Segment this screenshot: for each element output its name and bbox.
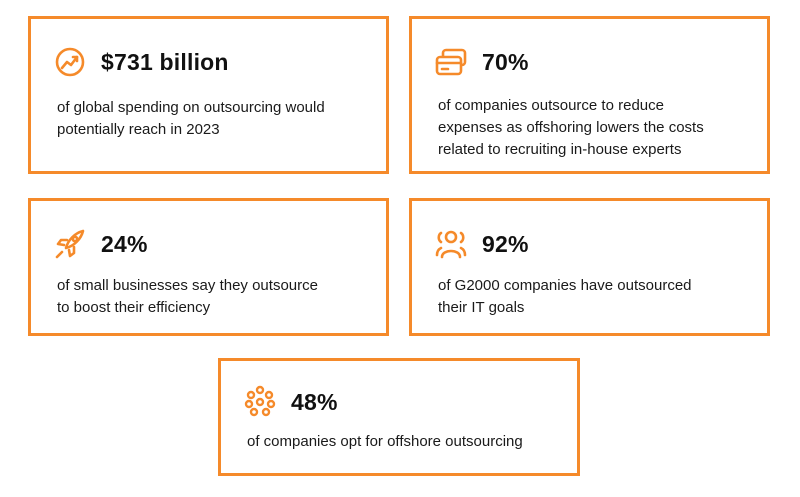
- stat-description: of global spending on outsourcing would …: [57, 97, 325, 141]
- description-line: of small businesses say they outsource: [57, 277, 318, 294]
- stat-description: of small businesses say they outsource t…: [57, 275, 318, 319]
- stat-value: 70%: [482, 48, 529, 75]
- globe-growth-icon: [53, 45, 87, 79]
- dots-cluster-icon: [243, 385, 277, 419]
- description-line: of companies outsource to reduce: [438, 97, 664, 114]
- team-users-icon: [434, 227, 468, 261]
- description-line: to boost their efficiency: [57, 299, 211, 316]
- stat-card-g2000: 92% of G2000 companies have outsourced t…: [409, 198, 770, 336]
- stat-description: of G2000 companies have outsourced their…: [438, 275, 692, 319]
- stat-card-header: 24%: [53, 227, 148, 261]
- description-line: related to recruiting in-house experts: [438, 141, 682, 158]
- rocket-icon: [53, 227, 87, 261]
- stat-value: 48%: [291, 388, 338, 415]
- description-line: potentially reach in 2023: [57, 121, 220, 138]
- stat-value: 24%: [101, 230, 148, 257]
- stat-card-header: 48%: [243, 385, 338, 419]
- stat-card-header: 70%: [434, 45, 529, 79]
- stat-card-global-spending: $731 billion of global spending on outso…: [28, 16, 389, 174]
- stat-card-reduce-expenses: 70% of companies outsource to reduce exp…: [409, 16, 770, 174]
- description-line: expenses as offshoring lowers the costs: [438, 119, 704, 136]
- stat-value: 92%: [482, 230, 529, 257]
- stat-description: of companies opt for offshore outsourcin…: [247, 431, 523, 453]
- description-line: of companies opt for offshore outsourcin…: [247, 433, 523, 450]
- stat-card-header: $731 billion: [53, 45, 229, 79]
- stat-card-offshore: 48% of companies opt for offshore outsou…: [218, 358, 580, 476]
- credit-card-icon: [434, 45, 468, 79]
- stat-description: of companies outsource to reduce expense…: [438, 95, 704, 161]
- stat-value: $731 billion: [101, 48, 229, 75]
- stat-card-small-business: 24% of small businesses say they outsour…: [28, 198, 389, 336]
- description-line: their IT goals: [438, 299, 525, 316]
- description-line: of G2000 companies have outsourced: [438, 277, 692, 294]
- stat-card-header: 92%: [434, 227, 529, 261]
- description-line: of global spending on outsourcing would: [57, 99, 325, 116]
